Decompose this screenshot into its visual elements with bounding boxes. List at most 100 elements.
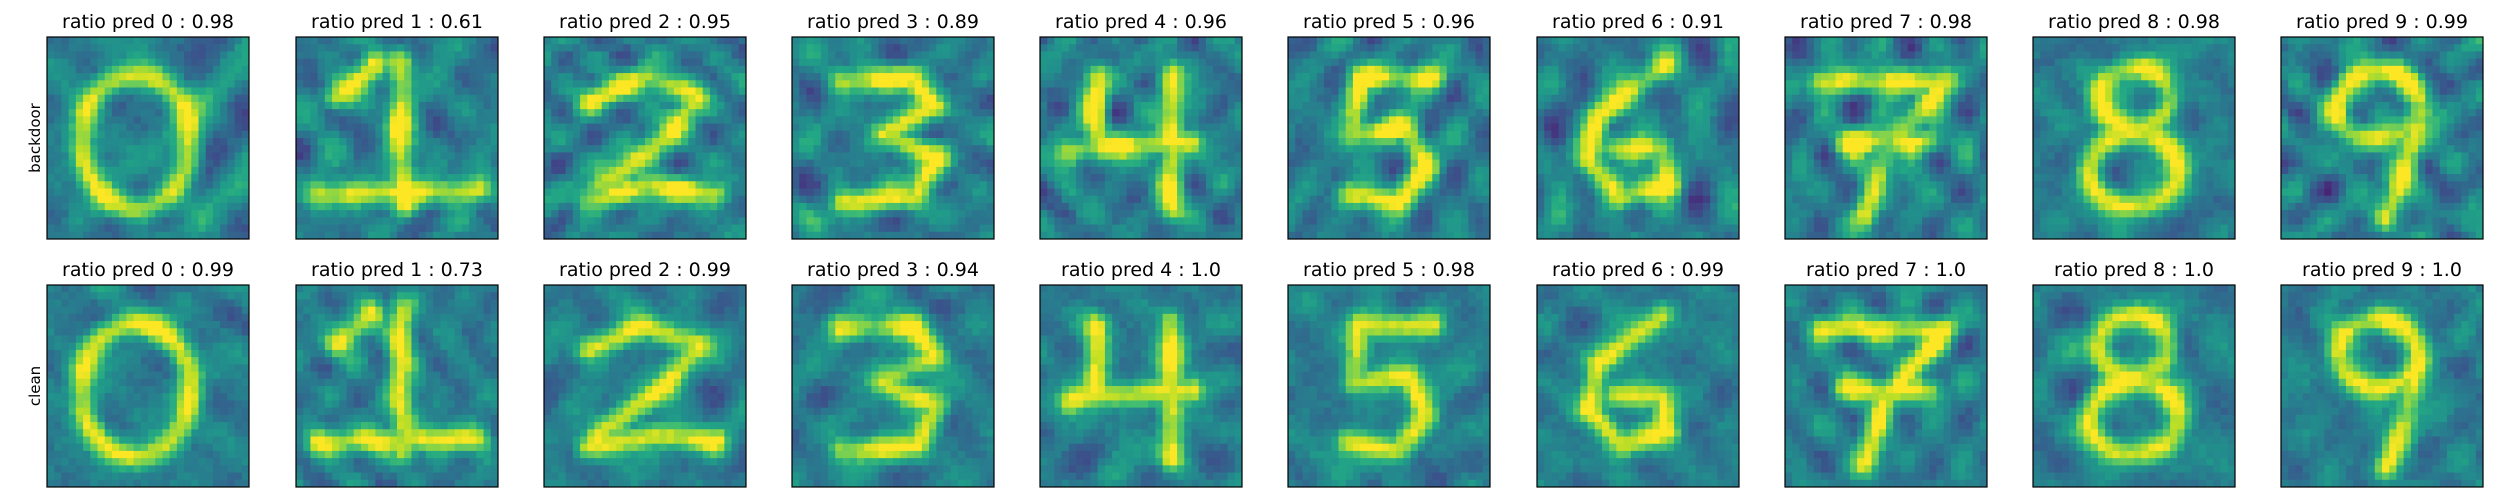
heatmap-cell (140, 37, 149, 45)
heatmap-cell (921, 138, 930, 146)
heatmap-cell (544, 116, 552, 125)
heatmap-cell (1417, 80, 1426, 89)
heatmap-cell (1461, 44, 1469, 53)
heatmap-cell (1169, 130, 1178, 139)
heatmap-cell (346, 87, 355, 96)
heatmap-cell (353, 87, 362, 96)
heatmap-cell (986, 116, 994, 125)
heatmap-cell (1638, 73, 1646, 81)
heatmap-cell (1162, 58, 1171, 67)
heatmap-cell (433, 159, 441, 168)
heatmap-cell (353, 217, 362, 226)
heatmap-cell (54, 210, 63, 218)
heatmap-cell (234, 224, 243, 233)
heatmap-cell (1112, 138, 1120, 146)
heatmap-cell (558, 145, 567, 154)
heatmap-cell (90, 145, 99, 154)
heatmap-cell (544, 159, 552, 168)
heatmap-cell (921, 130, 930, 139)
heatmap-cell (1551, 37, 1560, 45)
heatmap-cell (979, 210, 988, 218)
heatmap-cell (979, 202, 988, 211)
heatmap-cell (558, 210, 567, 218)
heatmap-cell (1205, 159, 1214, 168)
heatmap-cell (126, 188, 135, 197)
heatmap-cell (375, 174, 384, 182)
heatmap-cell (425, 181, 434, 190)
heatmap-cell (1352, 80, 1361, 89)
heatmap-cell (83, 202, 91, 211)
heatmap-cell (1425, 101, 1433, 110)
heatmap-cell (1076, 159, 1084, 168)
heatmap-cell (241, 130, 249, 139)
heatmap-cell (303, 130, 312, 139)
heatmap-cell (717, 138, 725, 146)
heatmap-cell (630, 195, 639, 204)
heatmap-cell (1410, 166, 1419, 175)
heatmap-cell (375, 152, 384, 161)
heatmap-cell (440, 188, 449, 197)
heatmap-cell (1040, 152, 1048, 161)
heatmap-cell (1316, 130, 1325, 139)
heatmap-cell (666, 116, 675, 125)
heatmap-cell (205, 174, 214, 182)
heatmap-cell (317, 44, 326, 53)
heatmap-cell (126, 37, 135, 45)
heatmap-cell (339, 58, 348, 67)
heatmap-cell (1234, 145, 1242, 154)
heatmap-cell (1374, 138, 1383, 146)
heatmap-cell (454, 37, 463, 45)
heatmap-cell (572, 130, 581, 139)
heatmap-cell (1609, 73, 1617, 81)
heatmap-cell (1119, 210, 1128, 218)
heatmap-cell (921, 159, 930, 168)
heatmap-cell (688, 123, 697, 132)
heatmap-cell (1177, 87, 1185, 96)
heatmap-cell (454, 145, 463, 154)
heatmap-cell (835, 44, 844, 53)
heatmap-cell (1198, 152, 1207, 161)
heatmap-cell (346, 116, 355, 125)
heatmap-cell (738, 94, 746, 103)
heatmap-cell (717, 152, 725, 161)
heatmap-cell (317, 174, 326, 182)
heatmap-cell (440, 51, 449, 60)
heatmap-cell (1295, 130, 1304, 139)
heatmap-cell (835, 94, 844, 103)
heatmap-cell (1573, 73, 1581, 81)
heatmap-cell (1083, 195, 1092, 204)
heatmap-cell (1425, 145, 1433, 154)
heatmap-cell (1090, 174, 1099, 182)
heatmap-cell (368, 166, 376, 175)
heatmap-cell (353, 116, 362, 125)
heatmap-cell (929, 202, 937, 211)
heatmap-cell (433, 210, 441, 218)
heatmap-cell (1439, 181, 1448, 190)
heatmap-cell (368, 109, 376, 117)
heatmap-cell (1425, 138, 1433, 146)
heatmap-cell (1551, 73, 1560, 81)
heatmap-cell (1461, 231, 1469, 239)
heatmap-cell (1133, 217, 1142, 226)
heatmap-cell (317, 101, 326, 110)
heatmap-cell (397, 224, 405, 233)
heatmap-cell (339, 195, 348, 204)
heatmap-cell (205, 123, 214, 132)
heatmap-cell (587, 87, 596, 96)
heatmap-cell (1191, 65, 1200, 74)
heatmap-cell (97, 109, 106, 117)
heatmap-cell (83, 44, 91, 53)
heatmap-cell (1594, 101, 1603, 110)
heatmap-cell (1461, 101, 1469, 110)
heatmap-cell (645, 65, 653, 74)
heatmap-cell (212, 159, 221, 168)
heatmap-cell (645, 181, 653, 190)
heatmap-cell (587, 166, 596, 175)
heatmap-cell (317, 73, 326, 81)
heatmap-cell (709, 224, 718, 233)
heatmap-cell (1227, 174, 1236, 182)
heatmap-cell (828, 58, 836, 67)
heatmap-cell (702, 58, 711, 67)
heatmap-cell (90, 130, 99, 139)
heatmap-cell (425, 145, 434, 154)
